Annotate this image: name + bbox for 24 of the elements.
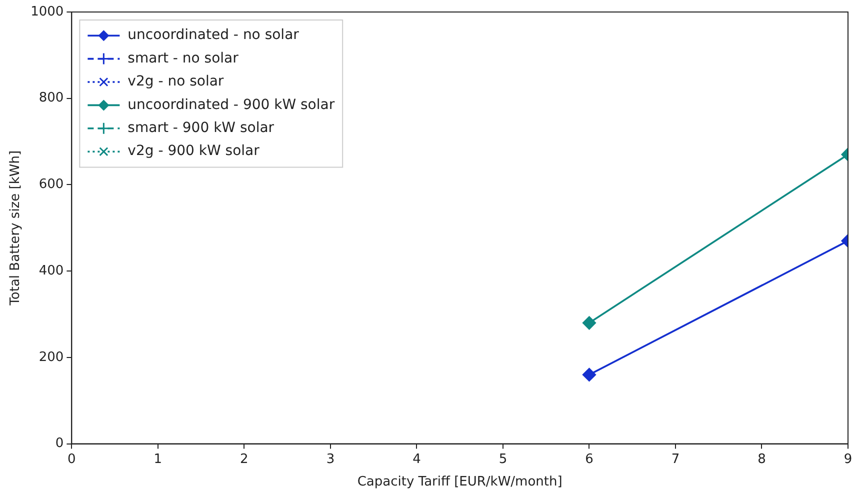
y-tick-label: 400 — [38, 263, 64, 278]
legend-label: v2g - 900 kW solar — [128, 143, 260, 160]
x-axis-title: Capacity Tariff [EUR/kW/month] — [357, 474, 562, 490]
legend-label: v2g - no solar — [128, 74, 224, 90]
x-tick-label: 5 — [498, 452, 508, 467]
x-tick-label: 7 — [671, 452, 680, 467]
y-tick-label: 200 — [38, 350, 64, 365]
legend-label: uncoordinated - no solar — [128, 27, 300, 44]
x-tick-label: 6 — [585, 452, 594, 467]
legend-label: smart - 900 kW solar — [128, 120, 274, 136]
x-tick-label: 9 — [844, 452, 852, 467]
x-tick-label: 2 — [240, 452, 248, 467]
x-tick-label: 3 — [326, 452, 335, 467]
y-tick-label: 800 — [38, 90, 64, 106]
x-tick-label: 1 — [154, 452, 162, 467]
legend-label: uncoordinated - 900 kW solar — [128, 96, 335, 113]
legend-label: smart - no solar — [128, 50, 239, 66]
y-tick-label: 0 — [55, 436, 64, 452]
y-tick-label: 600 — [38, 177, 64, 192]
y-axis-title: Total Battery size [kWh] — [8, 150, 24, 306]
x-tick-label: 4 — [412, 452, 421, 467]
x-tick-label: 8 — [758, 452, 766, 467]
y-tick-label: 1000 — [30, 4, 64, 20]
x-tick-label: 0 — [68, 452, 76, 467]
